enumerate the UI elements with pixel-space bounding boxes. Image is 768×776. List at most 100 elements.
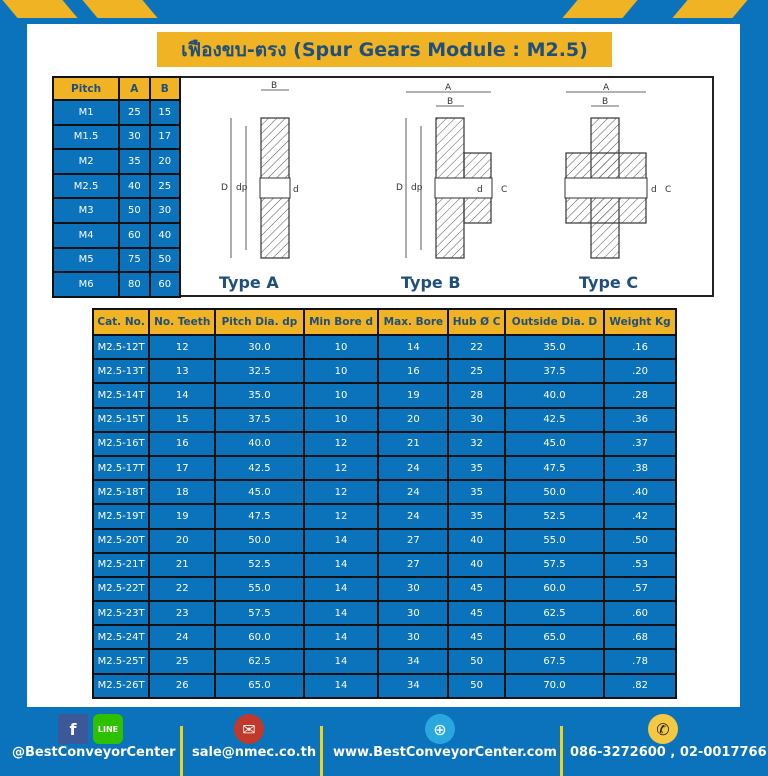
table-cell: 60: [118, 221, 151, 249]
table-cell: 30: [148, 197, 182, 224]
table-cell: 16: [148, 430, 217, 457]
type-c-label: Type C: [579, 273, 639, 292]
table-cell: 12: [302, 430, 380, 457]
table-cell: 27: [377, 551, 450, 578]
table-cell: .38: [603, 454, 677, 482]
table-cell: 27: [377, 527, 450, 554]
table-cell: 67.5: [503, 648, 606, 675]
table-cell: 18: [148, 479, 217, 506]
website-link[interactable]: www.BestConveyorCenter.com: [333, 745, 557, 760]
svg-text:d: d: [651, 185, 657, 195]
table-row: M2.5-18T 18 45.0 12 24 35 50.0.40: [91, 479, 677, 506]
table-cell: 14: [377, 333, 450, 361]
table-cell: .37: [603, 430, 677, 457]
table-row: M2.5-21T 21 52.5 14 27 40 57.5.53: [91, 551, 677, 578]
table-cell: 14: [302, 527, 380, 554]
table-cell: .20: [603, 358, 677, 385]
table-cell: 24: [377, 479, 450, 506]
table-cell: 30: [377, 624, 450, 651]
table-cell: 12: [148, 333, 217, 361]
table-cell: 60: [148, 271, 182, 298]
table-cell: 30.0: [214, 333, 305, 361]
table-cell: 62.5: [214, 648, 305, 675]
table-row: M2.5-24T 24 60.0 14 30 45 65.0.68: [91, 624, 677, 651]
table-cell: 45.0: [214, 479, 305, 506]
table-cell: M4: [51, 221, 121, 249]
line-icon[interactable]: LINE: [93, 714, 123, 744]
svg-text:D: D: [221, 183, 228, 193]
table-cell: 57.5: [503, 551, 606, 578]
table-cell: .16: [603, 333, 677, 361]
table-row: M2.5-19T 19 47.5 12 24 35 52.5.42: [91, 503, 677, 530]
table-cell: 23: [148, 600, 217, 627]
table-cell: 17: [148, 123, 182, 151]
table-cell: 45: [447, 575, 506, 603]
table-cell: 40.0: [503, 382, 606, 409]
table-cell: M1: [51, 99, 121, 126]
globe-icon: ⊕: [425, 714, 455, 744]
table-cell: M2.5-23T: [91, 600, 151, 627]
phone-icon: ✆: [648, 714, 678, 744]
table-cell: M2.5-16T: [91, 430, 151, 457]
table-cell: M2.5-20T: [91, 527, 151, 554]
table-cell: M2: [51, 148, 121, 175]
email-icon: ✉: [234, 714, 264, 744]
decor-stripe: [82, 0, 158, 18]
table-cell: 55.0: [214, 575, 305, 603]
svg-text:B: B: [602, 97, 608, 107]
table-cell: M2.5: [51, 172, 121, 200]
email-link[interactable]: sale@nmec.co.th: [192, 745, 317, 760]
table-cell: 37.5: [214, 406, 305, 433]
table-cell: 50: [447, 648, 506, 675]
table-cell: 25: [447, 358, 506, 385]
column-header: Pitch Dia. dp: [214, 308, 305, 336]
table-cell: .78: [603, 648, 677, 675]
table-cell: 30: [377, 600, 450, 627]
column-header: B: [148, 76, 182, 101]
table-cell: 15: [148, 406, 217, 433]
table-cell: 25: [148, 648, 217, 675]
decor-stripe: [562, 0, 638, 18]
table-cell: 37.5: [503, 358, 606, 385]
svg-text:d: d: [477, 185, 483, 195]
table-cell: 30: [447, 406, 506, 433]
table-cell: M6: [51, 271, 121, 298]
table-cell: 25: [118, 99, 151, 126]
table-cell: 16: [377, 358, 450, 385]
facebook-icon[interactable]: f: [58, 714, 88, 744]
decor-stripe: [2, 0, 78, 18]
table-cell: 50: [118, 197, 151, 224]
footer: f LINE @BestConveyorCenter ✉ sale@nmec.c…: [0, 712, 768, 776]
page-title: เฟืองขบ-ตรง (Spur Gears Module : M2.5): [157, 32, 612, 67]
column-header: A: [118, 76, 151, 101]
table-cell: 32.5: [214, 358, 305, 385]
table-cell: 10: [302, 382, 380, 409]
table-cell: 50.0: [503, 479, 606, 506]
table-row: M1 25 15: [51, 99, 182, 126]
table-cell: .40: [603, 479, 677, 506]
table-cell: M3: [51, 197, 121, 224]
table-cell: 21: [377, 430, 450, 457]
table-cell: 80: [118, 271, 151, 298]
table-cell: 65.0: [503, 624, 606, 651]
table-cell: 13: [148, 358, 217, 385]
svg-text:dp: dp: [236, 183, 248, 193]
table-cell: .28: [603, 382, 677, 409]
table-cell: M2.5-15T: [91, 406, 151, 433]
table-cell: 35.0: [503, 333, 606, 361]
table-row: M2.5-12T 12 30.0 10 14 22 35.0.16: [91, 333, 677, 361]
table-cell: .57: [603, 575, 677, 603]
svg-text:A: A: [603, 83, 610, 93]
table-cell: 19: [377, 382, 450, 409]
table-cell: 47.5: [214, 503, 305, 530]
pitch-table: Pitch A B M1 25 15 M1.5 30 17 M2 35 20 M2.5 40 25 M3 50 3…: [51, 76, 182, 298]
table-cell: 52.5: [503, 503, 606, 530]
social-handle[interactable]: @BestConveyorCenter: [12, 745, 176, 760]
svg-text:C: C: [665, 185, 671, 195]
table-cell: 15: [148, 99, 182, 126]
phone-number[interactable]: 086-3272600 , 02-0017766: [570, 745, 767, 760]
table-cell: 50.0: [214, 527, 305, 554]
table-cell: 20: [377, 406, 450, 433]
table-cell: .60: [603, 600, 677, 627]
table-cell: 14: [302, 600, 380, 627]
